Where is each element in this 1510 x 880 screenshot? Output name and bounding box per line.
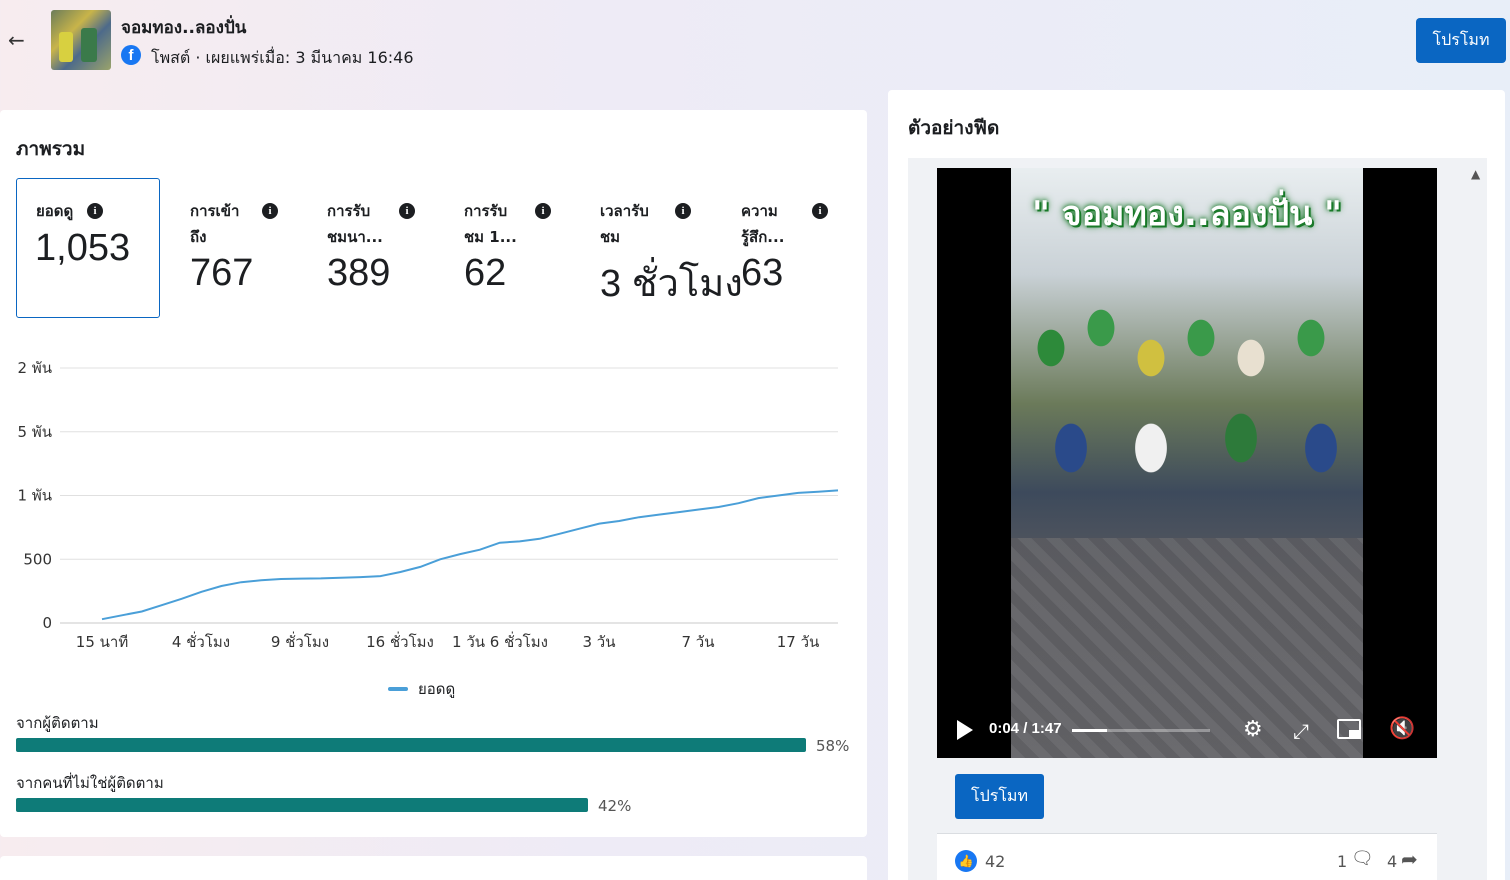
x-tick-label: 15 นาที	[76, 633, 128, 651]
play-icon[interactable]	[957, 720, 973, 740]
metric-label: การรับ ชมนา...	[327, 202, 383, 246]
metric-label: การรับ ชม 1...	[464, 202, 517, 246]
non-followers-percent: 42%	[598, 797, 632, 815]
picture-in-picture-icon[interactable]	[1337, 719, 1361, 739]
followers-percent: 58%	[816, 737, 850, 755]
y-tick-label: 0	[42, 614, 52, 632]
y-tick-label: 5 พัน	[18, 423, 52, 441]
video-floor	[1011, 538, 1363, 758]
facebook-icon: f	[121, 45, 141, 65]
comment-count: 1	[1337, 852, 1348, 871]
metric-value: 767	[190, 252, 254, 294]
info-icon[interactable]: i	[675, 203, 691, 219]
followers-label: จากผู้ติดตาม	[16, 714, 99, 732]
feed-footer: 👍 42 1 🗨 4 ➦	[937, 834, 1437, 880]
metric-value: 389	[327, 252, 391, 294]
info-icon[interactable]: i	[812, 203, 828, 219]
video-people	[1011, 268, 1363, 528]
y-tick-label: 500	[23, 550, 52, 568]
metric-label: เวลารับ ชม	[600, 202, 649, 246]
legend-swatch	[388, 687, 408, 691]
non-followers-label: จากคนที่ไม่ใช่ผู้ติดตาม	[16, 774, 164, 792]
metric-views-duration[interactable]: การรับ ชมนา... i 389	[327, 178, 437, 318]
share-count: 4	[1387, 852, 1398, 871]
promote-button[interactable]: โปรโมท	[1416, 18, 1506, 63]
chart-svg: 0 500 1 พัน 5 พัน 2 พัน 15 นาที 4 ชั่วโมง 9 ชั่…	[18, 360, 839, 651]
metric-label: การเข้า ถึง	[190, 202, 240, 246]
metric-reactions[interactable]: ความ รู้สึก... i 63	[741, 178, 841, 318]
arrow-left-icon[interactable]: ←	[8, 28, 25, 52]
metric-reach[interactable]: การเข้า ถึง i 767	[190, 178, 300, 318]
x-tick-label: 7 วัน	[682, 633, 715, 651]
info-icon[interactable]: i	[262, 203, 278, 219]
series-line-views	[101, 489, 839, 621]
metric-value: 62	[464, 252, 507, 294]
metric-value: 63	[741, 252, 784, 294]
x-tick-label: 3 วัน	[583, 633, 616, 651]
info-icon[interactable]: i	[87, 203, 103, 219]
video-caption: " จอมทอง..ลองปั่น "	[1032, 194, 1342, 234]
top-bar: ← จอมทอง..ลองปั่น f โพสต์ · เผยแพร่เมื่อ…	[0, 0, 1510, 95]
expand-icon[interactable]: ⤢	[1293, 719, 1309, 743]
info-icon[interactable]: i	[399, 203, 415, 219]
video-player[interactable]: " จอมทอง..ลองปั่น " 0:04 / 1:47 ⚙ ⤢ 🔇	[937, 168, 1437, 758]
like-count: 42	[985, 852, 1006, 871]
feed-preview-panel: ตัวอย่างฟีด ▲ " จอมทอง..ลองปั่น " 0:04 /…	[888, 90, 1505, 880]
post-title: จอมทอง..ลองปั่น	[121, 18, 247, 38]
legend-label: ยอดดู	[418, 680, 456, 698]
followers-bar	[16, 738, 806, 752]
feed-divider	[937, 833, 1437, 834]
info-icon[interactable]: i	[535, 203, 551, 219]
x-tick-label: 16 ชั่วโมง	[366, 631, 434, 651]
secondary-card	[0, 856, 867, 880]
metric-views[interactable]: ยอดดู i 1,053	[16, 178, 160, 318]
y-tick-label: 1 พัน	[18, 487, 52, 505]
scroll-up-icon[interactable]: ▲	[1471, 167, 1481, 181]
post-meta: โพสต์ · เผยแพร่เมื่อ: 3 มีนาคม 16:46	[151, 48, 414, 67]
chart-legend: ยอดดู	[388, 677, 455, 701]
metric-label: ความ รู้สึก...	[741, 202, 785, 246]
x-tick-label: 1 วัน 6 ชั่วโมง	[452, 631, 548, 651]
like-icon: 👍	[955, 850, 977, 872]
mute-icon[interactable]: 🔇	[1389, 716, 1416, 740]
metric-value: 3 ชั่วโมง	[600, 263, 743, 305]
overview-title: ภาพรวม	[16, 138, 86, 160]
metric-watch-time[interactable]: เวลารับ ชม i 3 ชั่วโมง	[600, 178, 743, 318]
x-tick-label: 9 ชั่วโมง	[271, 631, 329, 651]
metric-views-1min[interactable]: การรับ ชม 1... i 62	[464, 178, 574, 318]
video-time: 0:04 / 1:47	[989, 720, 1062, 737]
overview-card: ภาพรวม ยอดดู i 1,053 การเข้า ถึง i 767 ก…	[0, 110, 867, 837]
video-progress-fill	[1072, 729, 1107, 732]
non-followers-bar-fill	[16, 798, 588, 812]
x-tick-label: 17 วัน	[777, 633, 820, 651]
followers-bar-fill	[16, 738, 806, 752]
post-thumbnail	[51, 10, 111, 70]
feed-promote-button[interactable]: โปรโมท	[955, 774, 1044, 819]
feed-preview-title: ตัวอย่างฟีด	[908, 117, 1000, 139]
video-progress-bar[interactable]	[1072, 729, 1210, 732]
comment-icon: 🗨	[1351, 848, 1374, 869]
non-followers-bar	[16, 798, 806, 812]
views-line-chart: 0 500 1 พัน 5 พัน 2 พัน 15 นาที 4 ชั่วโมง 9 ชั่…	[0, 360, 867, 710]
x-tick-label: 4 ชั่วโมง	[172, 631, 230, 651]
video-frame: " จอมทอง..ลองปั่น "	[1011, 168, 1363, 758]
metric-value: 1,053	[35, 227, 131, 269]
share-icon: ➦	[1401, 847, 1418, 871]
metric-label: ยอดดู	[36, 202, 74, 220]
gear-icon[interactable]: ⚙	[1243, 717, 1263, 742]
y-tick-label: 2 พัน	[18, 360, 52, 377]
